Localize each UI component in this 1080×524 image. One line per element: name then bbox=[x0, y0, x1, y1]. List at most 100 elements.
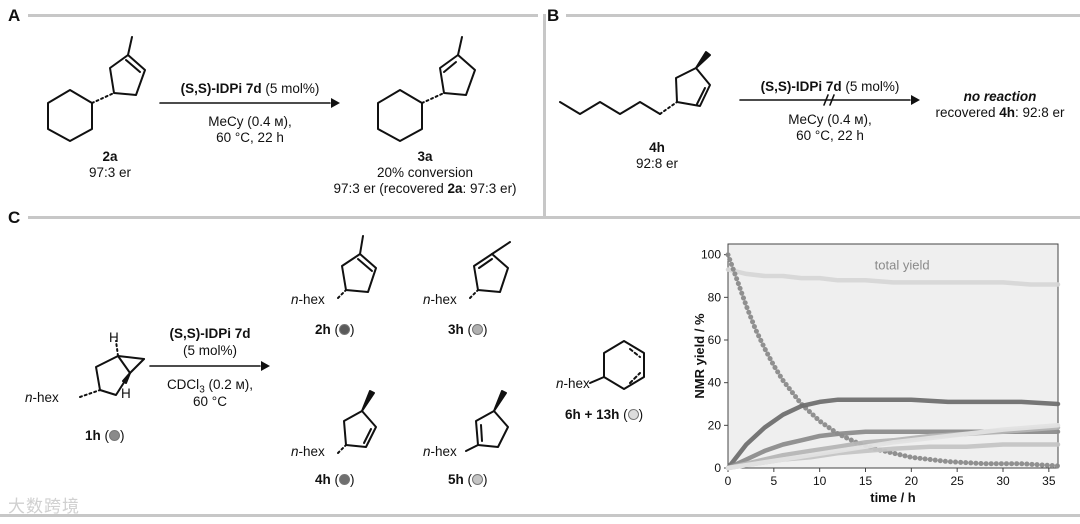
structure-5h bbox=[465, 390, 509, 452]
reaction-arrow-a bbox=[159, 98, 340, 108]
2h-substituent: n-hex bbox=[291, 292, 325, 308]
product-3a-er: 97:3 er (recovered 2a: 97:3 er) bbox=[300, 181, 550, 197]
product-3a-conversion: 20% conversion bbox=[376, 165, 474, 180]
reactant-2a-er: 97:3 er bbox=[88, 165, 132, 180]
c-solvent-b: (0.2 м), bbox=[204, 377, 254, 392]
top-rule-b bbox=[566, 14, 1080, 17]
structure-4h-b bbox=[559, 51, 711, 115]
a-catalyst: (S,S)-IDPi 7d (5 mol%) bbox=[160, 81, 340, 97]
c-temp: 60 °C bbox=[193, 394, 227, 409]
a-cat-loading: (5 mol%) bbox=[261, 81, 320, 96]
y-tick-label: 0 bbox=[714, 461, 721, 475]
b-cat-name: -IDPi 7d bbox=[791, 79, 842, 94]
x-tick-label: 10 bbox=[813, 474, 827, 488]
total-yield-annotation: total yield bbox=[875, 258, 930, 273]
p-5h-marker-icon bbox=[472, 474, 484, 485]
p-5h-label: 5h bbox=[448, 472, 464, 487]
y-tick-label: 20 bbox=[708, 418, 722, 432]
b-solvent: MeCy (0.4 м), bbox=[788, 112, 872, 127]
p-4h-label: 4h bbox=[315, 472, 331, 487]
x-tick-label: 0 bbox=[725, 474, 732, 488]
product-3a-er-c: : 97:3 er) bbox=[462, 181, 517, 196]
1h-sub-rest: -hex bbox=[32, 390, 59, 405]
structure-1h bbox=[79, 340, 145, 398]
nmr-yield-chart: 0 5 10 15 20 25 30 35 0 20 40 60 80 100 time / h NMR yi… bbox=[692, 243, 1061, 505]
structure-4h-c bbox=[337, 390, 377, 454]
5h-substituent: n-hex bbox=[423, 444, 457, 460]
p-3h-id: 3h () bbox=[448, 322, 488, 337]
b-catalyst: (S,S)-IDPi 7d (5 mol%) bbox=[740, 79, 920, 95]
top-rule-c bbox=[28, 216, 1080, 219]
4h-sub-rest: -hex bbox=[298, 444, 325, 459]
reaction-arrow-b-blocked bbox=[739, 94, 920, 106]
structure-2a bbox=[47, 36, 146, 142]
p-2h-id: 2h () bbox=[315, 322, 355, 337]
reactant-2a-id: 2a bbox=[102, 149, 118, 164]
c-cat-name: -IDPi 7d bbox=[200, 326, 251, 341]
product-3a-er-b: 2a bbox=[447, 181, 463, 196]
x-tick-label: 25 bbox=[950, 474, 964, 488]
series-4h bbox=[725, 397, 1061, 471]
2h-sub-rest: -hex bbox=[298, 292, 325, 307]
series-1h bbox=[725, 252, 1061, 469]
b-recovered: recovered 4h: 92:8 er bbox=[925, 105, 1075, 121]
5h-sub-n: n bbox=[423, 444, 431, 459]
p-6h-marker-icon bbox=[627, 409, 639, 420]
reactant-4h-er: 92:8 er bbox=[635, 156, 679, 171]
3h-substituent: n-hex bbox=[423, 292, 457, 308]
x-tick-label: 5 bbox=[770, 474, 777, 488]
structure-3h bbox=[469, 241, 511, 299]
series-6h bbox=[725, 423, 1061, 471]
b-recovered-c: : 92:8 er bbox=[1015, 105, 1065, 120]
5h-sub-rest: -hex bbox=[430, 444, 457, 459]
watermark: 大数跨境 bbox=[8, 497, 80, 516]
p-2h-marker-icon bbox=[339, 324, 351, 335]
p-2h-label: 2h bbox=[315, 322, 331, 337]
p-3h-marker-icon bbox=[472, 324, 484, 335]
b-cat-ss: (S,S) bbox=[760, 79, 792, 94]
p-5h-id: 5h () bbox=[448, 472, 488, 487]
4h-sub-n: n bbox=[291, 444, 299, 459]
y-tick-label: 80 bbox=[708, 290, 722, 304]
x-tick-label: 20 bbox=[905, 474, 919, 488]
b-cat-loading: (5 mol%) bbox=[841, 79, 900, 94]
y-axis-label: NMR yield / % bbox=[692, 313, 707, 399]
p-4h-id: 4h () bbox=[315, 472, 355, 487]
p-3h-label: 3h bbox=[448, 322, 464, 337]
6h-sub-n: n bbox=[556, 376, 564, 391]
4h-substituent: n-hex bbox=[291, 444, 325, 460]
a-temp-time: 60 °C, 22 h bbox=[216, 130, 284, 145]
sm-1h-id: 1h () bbox=[85, 428, 125, 443]
b-no-reaction: no reaction bbox=[963, 89, 1037, 104]
b-recovered-b: 4h bbox=[999, 105, 1016, 120]
y-tick-label: 40 bbox=[708, 376, 722, 390]
3h-sub-n: n bbox=[423, 292, 431, 307]
c-cat-ss: (S,S) bbox=[169, 326, 201, 341]
y-tick-label: 60 bbox=[708, 333, 722, 347]
x-axis-label: time / h bbox=[870, 490, 916, 505]
c-cat-loading: (5 mol%) bbox=[182, 343, 237, 358]
reaction-arrow-c bbox=[149, 361, 270, 371]
product-3a-id: 3a bbox=[417, 149, 433, 164]
1h-H-top: H bbox=[109, 330, 119, 345]
1h-sub-n: n bbox=[25, 390, 33, 405]
structure-2h bbox=[337, 235, 377, 299]
6h-substituent: n-hex bbox=[556, 376, 590, 392]
x-tick-label: 30 bbox=[996, 474, 1010, 488]
6h-sub-rest: -hex bbox=[563, 376, 590, 391]
series-total bbox=[725, 267, 1061, 287]
product-3a-er-a: 97:3 er (recovered bbox=[333, 181, 448, 196]
y-tick-label: 100 bbox=[701, 248, 721, 262]
p-6h-id: 6h + 13h () bbox=[565, 407, 644, 422]
sm-1h-marker-icon bbox=[109, 430, 121, 441]
c-solvent: CDCl3 (0.2 м), bbox=[145, 377, 275, 399]
divider-ab bbox=[543, 14, 546, 216]
a-solvent: MeCy (0.4 м), bbox=[208, 114, 292, 129]
bottom-rule bbox=[0, 514, 1080, 517]
panel-label-a: A bbox=[8, 6, 21, 25]
b-recovered-a: recovered bbox=[935, 105, 1000, 120]
2h-sub-n: n bbox=[291, 292, 299, 307]
c-solvent-sub: 3 bbox=[199, 384, 205, 396]
a-cat-name: -IDPi 7d bbox=[211, 81, 262, 96]
b-temp-time: 60 °C, 22 h bbox=[796, 128, 864, 143]
